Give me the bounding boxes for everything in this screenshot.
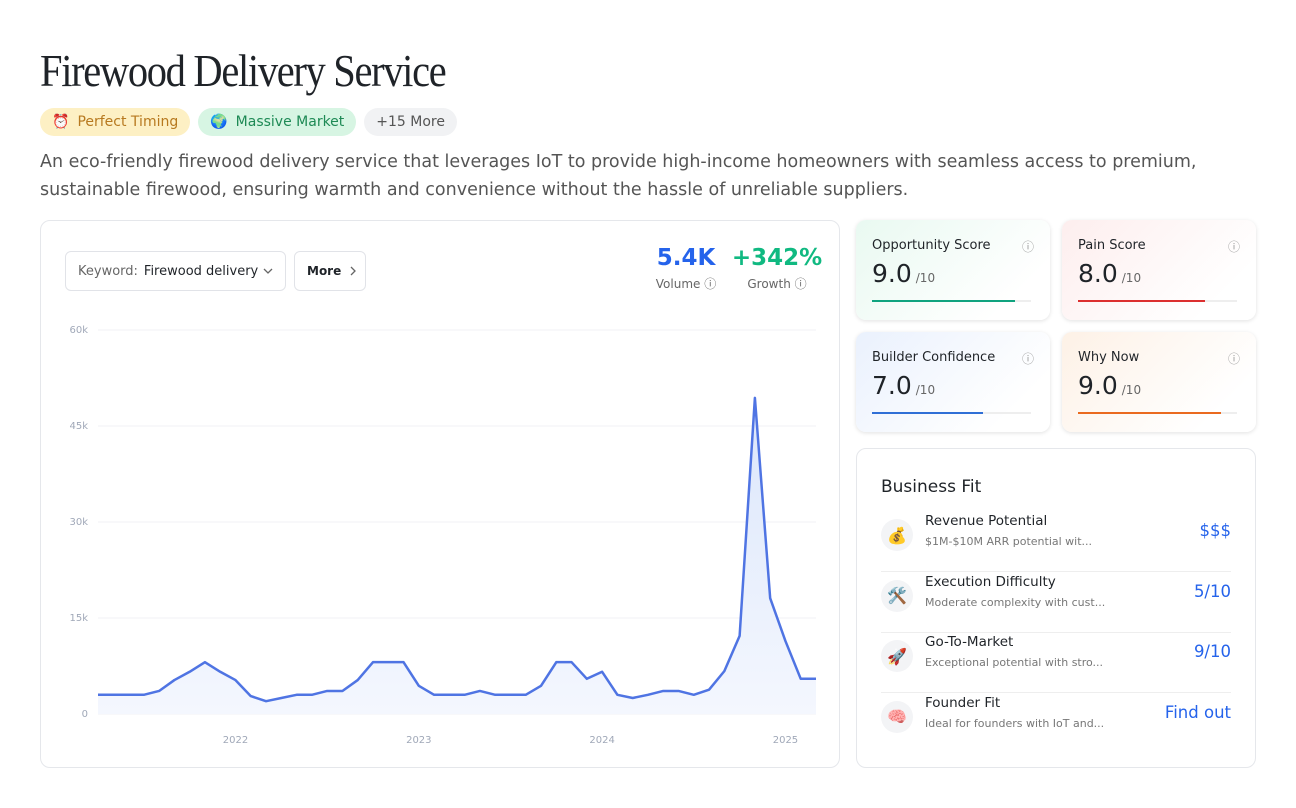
info-icon: ⓘ bbox=[1021, 240, 1034, 254]
more-button[interactable]: More bbox=[294, 251, 366, 291]
stat-label-text: Volume bbox=[655, 277, 701, 291]
score-value: 8.0 bbox=[1078, 259, 1118, 288]
score-name: Builder Confidence bbox=[872, 350, 996, 365]
fit-desc: Moderate complexity with cust... bbox=[925, 595, 1106, 609]
score-track bbox=[1078, 412, 1237, 414]
fit-value: Find out bbox=[1164, 702, 1231, 722]
score-card: Builder Confidence ⓘ 7.0/10 bbox=[856, 332, 1050, 432]
score-bar bbox=[872, 412, 984, 414]
score-scale: /10 bbox=[1121, 383, 1142, 397]
keyword: Firewood delivery bbox=[143, 263, 259, 279]
fit-icon: 🛠️ bbox=[881, 579, 913, 612]
fit-value: 9/10 bbox=[1193, 642, 1231, 661]
fit-title: Revenue Potential bbox=[925, 513, 1048, 529]
score-scale: /10 bbox=[915, 271, 936, 285]
stat-value: +342% bbox=[731, 245, 823, 271]
area bbox=[98, 397, 816, 714]
fit-item[interactable]: 💰 Revenue Potential $1M-$10M ARR potential… bbox=[881, 511, 1231, 572]
score-scale: /10 bbox=[915, 383, 936, 397]
stat-label: Growth ⓘ bbox=[747, 277, 807, 291]
score-bar bbox=[1078, 412, 1222, 414]
fit-desc: Ideal for founders with IoT and... bbox=[925, 716, 1105, 730]
tag[interactable]: +15 More bbox=[364, 108, 457, 136]
score-value-row: 7.0/10 bbox=[872, 371, 1034, 400]
keyword-select[interactable]: Keyword: Firewood delivery bbox=[65, 251, 286, 291]
score-bar bbox=[1078, 300, 1206, 302]
score-card: Pain Score ⓘ 8.0/10 bbox=[1062, 220, 1256, 320]
score-value: 7.0 bbox=[872, 371, 912, 400]
fit-value: 5/10 bbox=[1193, 581, 1231, 601]
score-name: Opportunity Score bbox=[872, 238, 991, 253]
tag[interactable]: ⏰ Perfect Timing bbox=[40, 108, 191, 136]
x-tick-label: 2025 bbox=[773, 735, 798, 746]
score-name: Why Now bbox=[1078, 350, 1140, 365]
y-tick-label: 60k bbox=[69, 325, 88, 336]
fit-title: Go-To-Market bbox=[925, 634, 1014, 650]
fit-title: Founder Fit bbox=[925, 694, 1001, 711]
tag-text: +15 More bbox=[376, 114, 445, 130]
stat: +342% Growth ⓘ bbox=[731, 245, 823, 292]
info-icon: ⓘ bbox=[1227, 240, 1240, 254]
score-track bbox=[872, 412, 1031, 414]
more-label: More bbox=[307, 264, 342, 278]
chevron bbox=[263, 268, 273, 274]
x-tick-label: 2023 bbox=[406, 735, 431, 746]
stat-label: Volume ⓘ bbox=[655, 277, 717, 291]
fit-value: $$$ bbox=[1199, 521, 1232, 540]
score-name: Pain Score bbox=[1078, 238, 1146, 253]
fit-desc: $1M-$10M ARR potential wit... bbox=[925, 535, 1093, 548]
fit-icon: 💰 bbox=[881, 519, 913, 551]
tag-text: Perfect Timing bbox=[77, 114, 179, 130]
y-tick-label: 15k bbox=[69, 613, 88, 624]
keyword-label: Keyword: bbox=[78, 263, 138, 279]
score-track bbox=[872, 300, 1031, 302]
chart-card: Keyword: Firewood delivery More 5.4K Vol… bbox=[40, 220, 840, 768]
stat: 5.4K Volume ⓘ bbox=[641, 245, 731, 292]
score-card: Why Now ⓘ 9.0/10 bbox=[1062, 332, 1256, 432]
business-fit: Business Fit 💰 Revenue Potential $1M-$10M … bbox=[856, 448, 1256, 768]
line bbox=[98, 396, 816, 703]
stat-label-text: Growth bbox=[747, 277, 791, 291]
stat-value: 5.4K bbox=[656, 245, 716, 271]
chart: 0 15k 30k 45k 60k 2022 2023 2024 2025 bbox=[69, 325, 816, 746]
fit-title: Execution Difficulty bbox=[925, 573, 1056, 590]
title: Firewood Delivery Service bbox=[40, 45, 447, 96]
tag-icon: ⏰ bbox=[52, 114, 70, 130]
score-value: 9.0 bbox=[872, 259, 912, 288]
score-value-row: 8.0/10 bbox=[1078, 259, 1240, 288]
score-value: 9.0 bbox=[1078, 371, 1118, 400]
fit-desc: Exceptional potential with stro... bbox=[925, 656, 1104, 669]
score-bar bbox=[872, 300, 1016, 302]
tag[interactable]: 🌍 Massive Market bbox=[198, 108, 357, 136]
info-icon: ⓘ bbox=[1227, 352, 1240, 366]
fit-item[interactable]: 🧠 Founder Fit Ideal for founders with IoT … bbox=[881, 693, 1231, 754]
y-tick-label: 0 bbox=[82, 709, 88, 720]
x-tick-label: 2022 bbox=[223, 735, 248, 746]
score-track bbox=[1078, 300, 1237, 302]
score-card: Opportunity Score ⓘ 9.0/10 bbox=[856, 220, 1050, 320]
tags: ⏰ Perfect Timing 🌍 Massive Market +15 More bbox=[40, 108, 457, 136]
tag-icon: 🌍 bbox=[210, 114, 228, 130]
score-value-row: 9.0/10 bbox=[872, 259, 1034, 288]
fit-icon: 🚀 bbox=[881, 640, 913, 672]
x-tick-label: 2024 bbox=[589, 735, 614, 746]
y-tick-label: 45k bbox=[69, 421, 88, 432]
y-tick-label: 30k bbox=[69, 517, 88, 528]
business-fit-title: Business Fit bbox=[881, 477, 982, 497]
fit-icon: 🧠 bbox=[881, 700, 913, 733]
score-scale: /10 bbox=[1121, 271, 1142, 285]
chevron bbox=[350, 266, 357, 276]
description: An eco-friendly firewood delivery servic… bbox=[40, 152, 1197, 200]
score-value-row: 9.0/10 bbox=[1078, 371, 1240, 400]
tag-text: Massive Market bbox=[235, 114, 345, 130]
fit-item[interactable]: 🚀 Go-To-Market Exceptional potential with … bbox=[881, 632, 1231, 693]
fit-item[interactable]: 🛠️ Execution Difficulty Moderate complexit… bbox=[881, 572, 1231, 633]
info-icon: ⓘ bbox=[1021, 352, 1034, 366]
